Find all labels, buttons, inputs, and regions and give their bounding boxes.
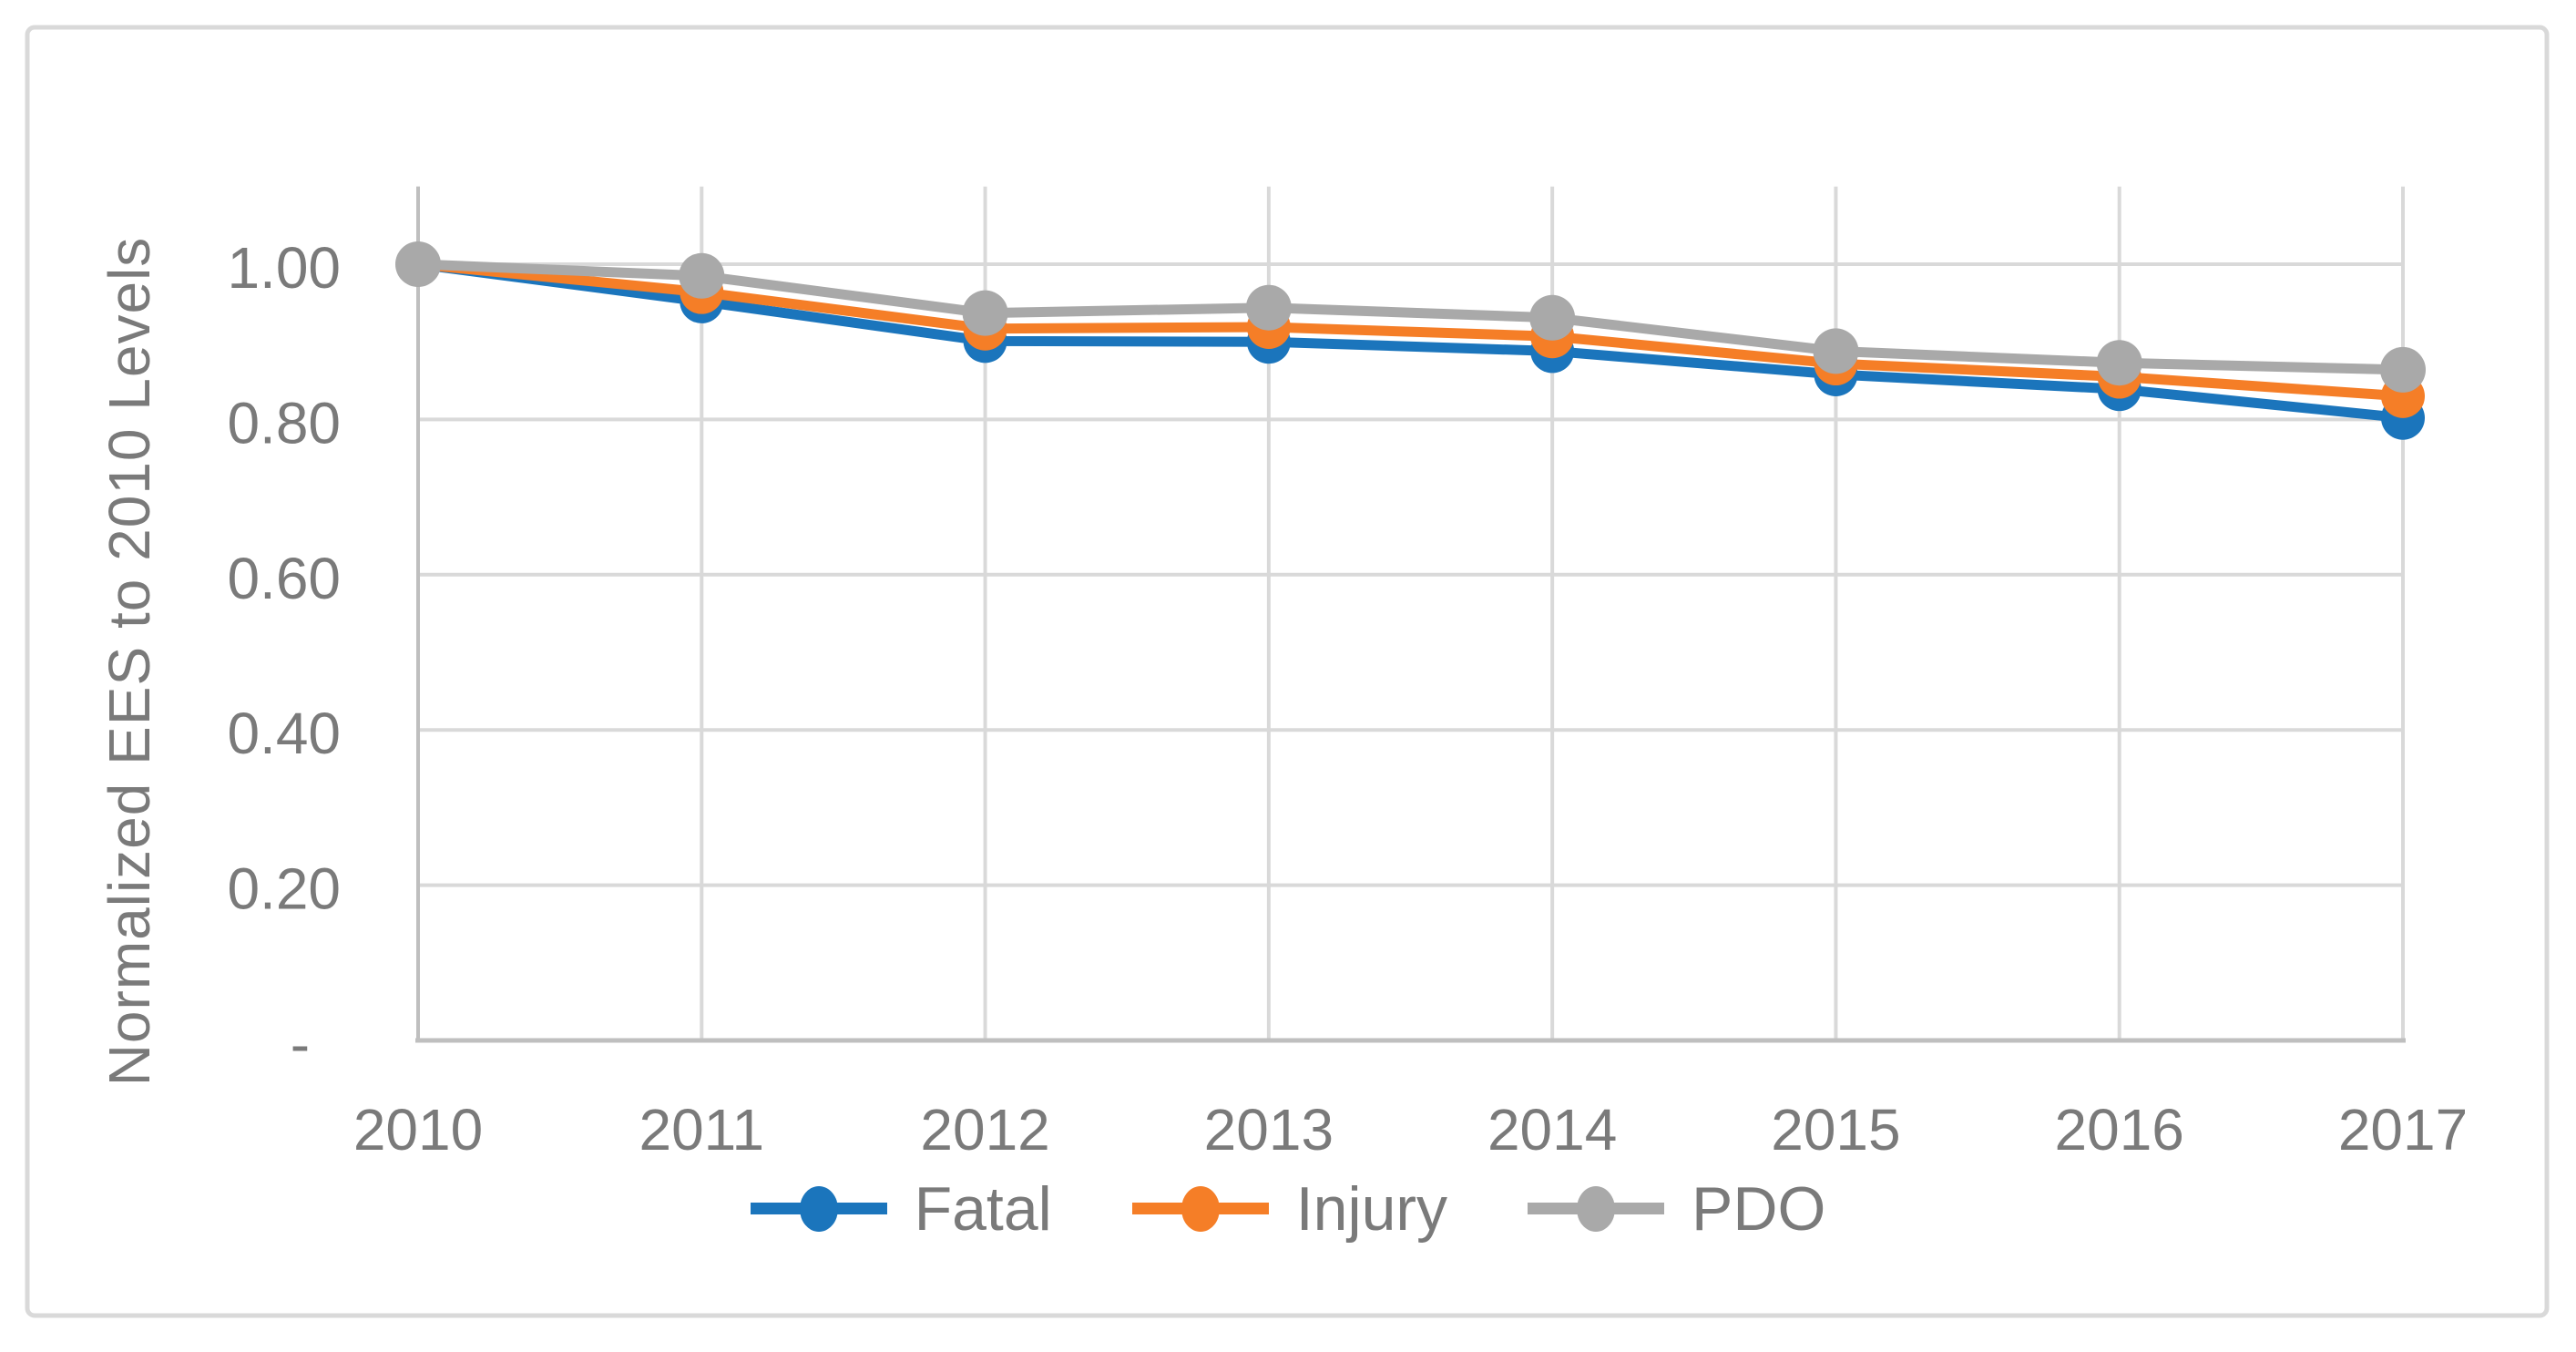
y-tick-label: 1.00 [227, 235, 341, 301]
legend-swatch [1131, 1168, 1269, 1250]
figure-border [25, 25, 2550, 1318]
legend-swatch [750, 1168, 887, 1250]
x-tick-label: 2015 [1771, 1097, 1900, 1163]
legend-label: PDO [1692, 1174, 1826, 1244]
series-line-injury [417, 259, 2404, 402]
data-point-pdo-2013 [1245, 284, 1292, 331]
data-point-pdo-2016 [2096, 340, 2142, 386]
y-tick-label: 0.60 [227, 546, 341, 611]
data-point-pdo-2011 [679, 252, 725, 299]
series-line-fatal [417, 259, 2404, 424]
legend-item-pdo: PDO [1528, 1168, 1825, 1250]
data-point-pdo-2010 [395, 241, 441, 287]
data-point-pdo-2012 [962, 290, 1008, 336]
y-tick-label: - [291, 1011, 310, 1077]
legend-swatch [1528, 1168, 1665, 1250]
legend-label: Injury [1295, 1174, 1448, 1244]
legend-marker-icon [1577, 1186, 1616, 1232]
x-tick-label: 2016 [2055, 1097, 2184, 1163]
x-tick-label: 2011 [639, 1097, 764, 1163]
series-line-pdo [417, 259, 2404, 375]
y-tick-label: 0.20 [227, 856, 341, 922]
x-tick-label: 2013 [1204, 1097, 1334, 1163]
x-tick-label: 2012 [920, 1097, 1049, 1163]
data-point-pdo-2015 [1813, 328, 1859, 374]
legend-item-injury: Injury [1131, 1168, 1448, 1250]
y-axis-title: Normalized EES to 2010 Levels [97, 236, 162, 1087]
data-point-pdo-2017 [2380, 346, 2426, 393]
y-tick-label: 0.40 [227, 701, 341, 766]
y-tick-label: 0.80 [227, 390, 341, 456]
legend-marker-icon [1181, 1186, 1220, 1232]
legend-label: Fatal [914, 1174, 1052, 1244]
data-point-pdo-2014 [1529, 294, 1576, 341]
legend-item-fatal: Fatal [750, 1168, 1052, 1250]
legend: Fatal Injury PDO [0, 1168, 2576, 1250]
x-tick-label: 2017 [2338, 1097, 2468, 1163]
x-tick-label: 2014 [1487, 1097, 1617, 1163]
legend-marker-icon [799, 1186, 838, 1232]
x-tick-label: 2010 [353, 1097, 483, 1163]
